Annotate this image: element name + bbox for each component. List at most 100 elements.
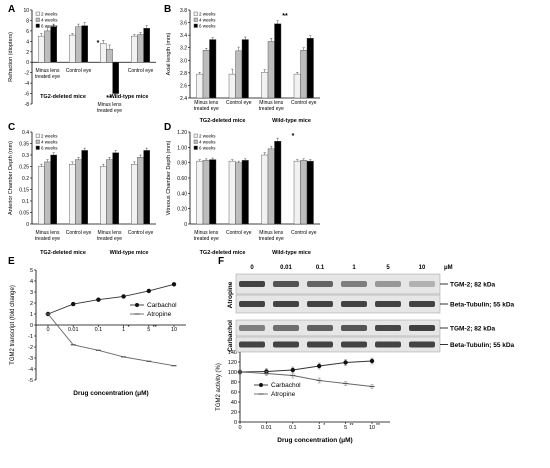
y-tick-label: 2.4 bbox=[180, 96, 187, 102]
y-tick-label: 100 bbox=[228, 370, 237, 376]
legend-swatch bbox=[193, 145, 198, 150]
line-panel-e: -5 -4 -3 -2 -1 0 1 2 3 4 5 TGM2 transcript (fold ch… bbox=[10, 268, 186, 397]
bar bbox=[50, 154, 57, 225]
series-line-atropine bbox=[239, 371, 373, 387]
bar bbox=[81, 25, 88, 63]
lane-concentration: 1 bbox=[352, 265, 356, 271]
concentration-unit: μM bbox=[444, 265, 453, 271]
y-tick-label: 0.80 bbox=[177, 161, 187, 167]
y-axis-label: Vitreous Chamber Depth (mm) bbox=[166, 140, 172, 215]
bar bbox=[261, 154, 269, 225]
category-label: Control eye bbox=[291, 230, 317, 236]
bar-panel-b: 2.4 2.6 2.8 3.0 3.2 3.4 3.6 3.8 Axial length (mm… bbox=[166, 8, 320, 124]
blot-band bbox=[409, 281, 435, 287]
y-tick-label: -3 bbox=[28, 356, 33, 362]
bar bbox=[196, 160, 204, 225]
bar bbox=[75, 159, 82, 225]
lane-concentration: 0.1 bbox=[316, 265, 325, 271]
category-label: Control eye bbox=[66, 68, 92, 74]
x-tick-label: 5 bbox=[344, 425, 347, 431]
bar bbox=[241, 160, 249, 225]
legend-swatch bbox=[35, 145, 40, 150]
blot-band bbox=[409, 301, 435, 307]
lane-concentration: 0 bbox=[250, 265, 254, 271]
y-tick-label: 6 bbox=[26, 29, 29, 35]
y-tick-label: 2 bbox=[30, 301, 33, 307]
y-tick-label: 40 bbox=[231, 400, 237, 406]
y-tick-label: 1.00 bbox=[177, 145, 187, 151]
bar bbox=[293, 160, 301, 225]
legend-label: Atropine bbox=[271, 391, 296, 398]
y-axis-label: Axial length (mm) bbox=[166, 32, 172, 75]
y-tick-label: 0.05 bbox=[19, 211, 29, 217]
bar bbox=[68, 34, 76, 63]
bar bbox=[209, 159, 217, 225]
x-tick-label: 0.1 bbox=[289, 425, 297, 431]
x-tick-label: 1 bbox=[122, 327, 125, 333]
legend-label: 2 weeks bbox=[199, 134, 216, 139]
x-tick-label: 5 bbox=[147, 327, 150, 333]
y-axis-label: Anterior Chamber Depth (mm) bbox=[8, 141, 14, 215]
legend-label: 6 weeks bbox=[41, 24, 58, 29]
bar bbox=[75, 26, 82, 63]
x-significance: * bbox=[323, 423, 325, 429]
category-label: treated eye bbox=[35, 74, 60, 80]
bar bbox=[143, 28, 151, 63]
x-axis-label: Drug concentration (μM) bbox=[277, 437, 352, 444]
blot-band bbox=[375, 325, 401, 331]
significance-mark: * bbox=[97, 40, 100, 47]
x-tick-label: 10 bbox=[171, 327, 177, 333]
legend-label: 4 weeks bbox=[199, 18, 216, 23]
bar-panel-a: -8 -6 -4 -2 0 2 4 6 8 10 Refraction (diopters) 2 we… bbox=[8, 8, 156, 114]
y-axis-label: TGM2 activity (%) bbox=[216, 363, 222, 411]
panel-label-c: C bbox=[8, 122, 15, 133]
x-axis-label: Drug concentration (μM) bbox=[73, 390, 148, 397]
band-label: Beta-Tubulin; 55 kDa bbox=[450, 342, 515, 349]
y-tick-label: -5 bbox=[28, 378, 33, 384]
bar bbox=[106, 159, 113, 225]
y-tick-label: 20 bbox=[231, 410, 237, 416]
y-tick-label: 2.8 bbox=[180, 71, 187, 77]
y-tick-label: 0 bbox=[26, 222, 29, 228]
significance-mark: * bbox=[277, 33, 280, 40]
legend-label: 6 weeks bbox=[199, 146, 216, 151]
y-tick-label: 2.6 bbox=[180, 83, 187, 89]
bar bbox=[228, 73, 236, 99]
legend-label: 2 weeks bbox=[199, 12, 216, 17]
data-point bbox=[146, 288, 151, 294]
category-label: Minus lens bbox=[259, 230, 283, 236]
category-label: Control eye bbox=[291, 100, 317, 106]
data-point bbox=[290, 367, 295, 373]
y-tick-label: 8 bbox=[26, 18, 29, 24]
x-significance: * bbox=[128, 325, 130, 331]
y-tick-label: 0 bbox=[26, 60, 29, 66]
category-label: Minus lens bbox=[98, 230, 122, 236]
legend-label: 6 weeks bbox=[199, 24, 216, 29]
category-label: Control eye bbox=[128, 230, 154, 236]
y-axis-label: Refraction (diopters) bbox=[8, 32, 14, 82]
y-tick-label: 0 bbox=[30, 323, 33, 329]
blot-band bbox=[307, 281, 333, 287]
category-label: treated eye bbox=[97, 236, 122, 242]
group-label-wt: Wild-type mice bbox=[110, 94, 149, 100]
legend-label: 6 weeks bbox=[41, 146, 58, 151]
y-tick-label: -8 bbox=[25, 102, 30, 108]
series-line-atropine bbox=[47, 313, 175, 367]
y-tick-label: 3.4 bbox=[180, 33, 187, 39]
y-tick-label: 0.2 bbox=[22, 176, 29, 182]
y-tick-label: 120 bbox=[228, 360, 237, 366]
bar bbox=[267, 148, 275, 225]
bar bbox=[38, 166, 45, 225]
group-label-tg2: TG2-deleted mice bbox=[40, 250, 86, 256]
band-label: TGM-2; 82 kDa bbox=[450, 326, 496, 333]
category-label: Minus lens bbox=[98, 102, 122, 108]
blot-band bbox=[307, 301, 333, 307]
bar bbox=[137, 157, 144, 225]
group-label-wt: Wild-type mice bbox=[110, 250, 149, 256]
y-tick-label: 0.3 bbox=[22, 153, 29, 159]
blot-band bbox=[375, 281, 401, 287]
bar bbox=[81, 150, 88, 225]
blot-band bbox=[409, 325, 435, 331]
y-tick-label: 0.1 bbox=[22, 199, 29, 205]
